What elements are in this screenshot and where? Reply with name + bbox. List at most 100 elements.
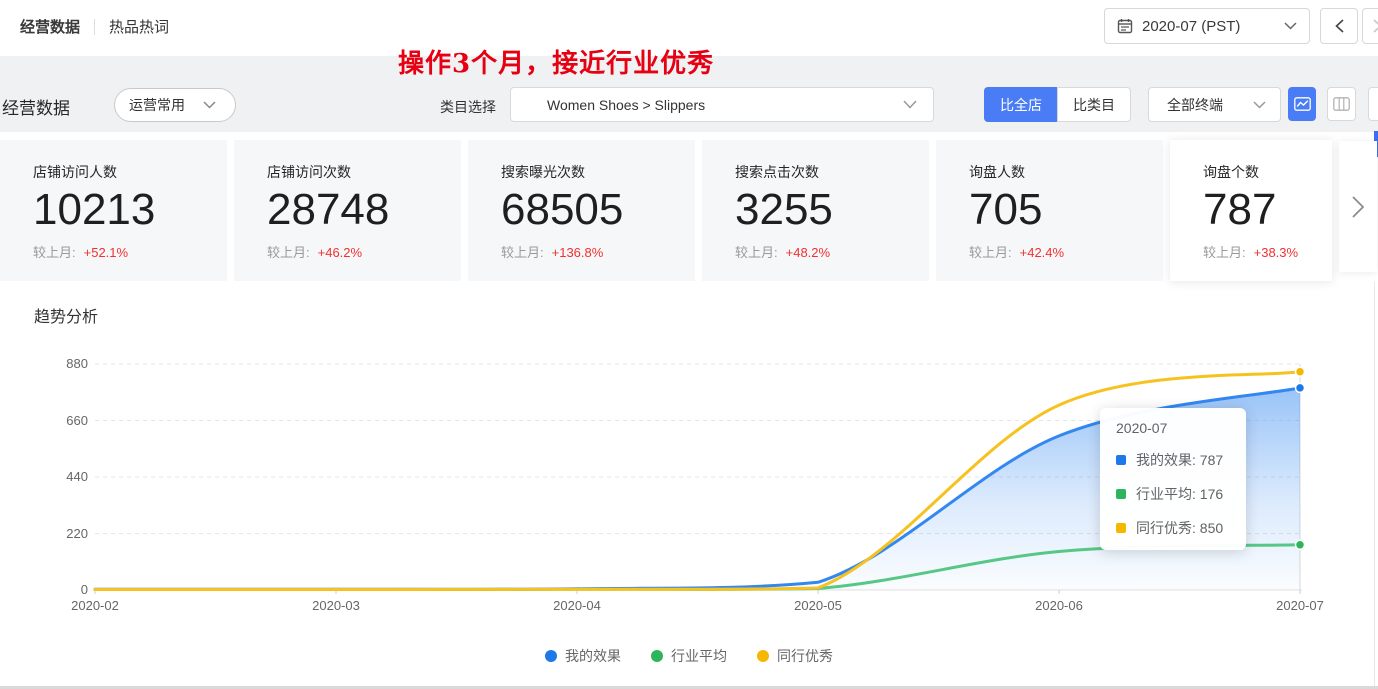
- card-delta-label: 较上月:: [735, 245, 778, 261]
- card-label: 询盘个数: [1203, 164, 1259, 180]
- card-delta-value: +46.2%: [317, 245, 363, 261]
- chevron-down-icon: [1253, 100, 1266, 109]
- date-picker-value: 2020-07 (PST): [1142, 17, 1241, 35]
- tab-business-data[interactable]: 经营数据: [20, 19, 81, 36]
- card-label: 店铺访问次数: [267, 164, 351, 180]
- card-delta-label: 较上月:: [969, 245, 1012, 261]
- table-view-button[interactable]: [1327, 87, 1356, 121]
- card-value: 3255: [735, 185, 833, 234]
- tooltip-row-text: 同行优秀: 850: [1136, 520, 1224, 536]
- category-select-value: Women Shoes > Slippers: [547, 96, 706, 113]
- series-area-myresult: [95, 387, 1300, 590]
- top-bar: 经营数据 热品热词 2020-07 (PST): [0, 0, 1378, 56]
- tooltip-row-text: 行业平均: 176: [1136, 486, 1224, 502]
- compare-category-button[interactable]: 比类目: [1057, 87, 1131, 122]
- tab-hot-items[interactable]: 热品热词: [109, 19, 170, 36]
- legend-dot-icon: [545, 650, 557, 662]
- series-end-dot-industry-avg: [1294, 539, 1306, 551]
- legend-item-industry-avg[interactable]: 行业平均: [651, 646, 727, 666]
- y-tick-label: 880: [66, 356, 88, 371]
- card-delta-label: 较上月:: [267, 245, 310, 261]
- tooltip-row: 行业平均: 176: [1116, 484, 1230, 504]
- terminal-select-value: 全部终端: [1167, 96, 1223, 113]
- compare-store-button[interactable]: 比全店: [984, 87, 1057, 122]
- prev-month-button[interactable]: [1320, 8, 1358, 44]
- card-delta-label: 较上月:: [1203, 245, 1246, 261]
- card-value: 787: [1203, 185, 1277, 234]
- red-annotation-text: 操作3个月，接近行业优秀: [398, 49, 715, 79]
- series-end-dot-peer-excellent: [1294, 366, 1306, 377]
- chart-tooltip: 2020-07 我的效果: 787 行业平均: 176 同行优秀: 850: [1100, 408, 1246, 550]
- next-month-button[interactable]: [1362, 8, 1378, 44]
- chart-title: 趋势分析: [34, 309, 99, 326]
- card-store-visits[interactable]: 店铺访问次数 28748 较上月: +46.2%: [234, 140, 461, 281]
- legend-label: 同行优秀: [777, 648, 833, 664]
- x-tick-label: 2020-04: [553, 598, 601, 613]
- x-tick-label: 2020-05: [794, 598, 842, 613]
- legend-dot-icon: [651, 650, 663, 662]
- card-label: 店铺访问人数: [33, 164, 117, 180]
- chevron-left-icon: [1334, 19, 1344, 33]
- y-tick-label: 220: [66, 525, 88, 541]
- date-picker[interactable]: 2020-07 (PST): [1104, 8, 1310, 44]
- cards-next-button[interactable]: [1339, 141, 1377, 272]
- tooltip-row: 同行优秀: 850: [1116, 518, 1230, 538]
- legend-label: 我的效果: [565, 648, 621, 664]
- legend-item-myresult[interactable]: 我的效果: [545, 646, 621, 666]
- x-tick-label: 2020-02: [71, 598, 119, 613]
- card-label: 搜索点击次数: [735, 164, 819, 180]
- card-store-visitors[interactable]: 店铺访问人数 10213 较上月: +52.1%: [0, 140, 227, 281]
- card-inquiry-count[interactable]: 询盘个数 787 较上月: +38.3%: [1170, 140, 1332, 281]
- metric-cards-row: 店铺访问人数 10213 较上月: +52.1% 店铺访问次数 28748 较上月…: [0, 140, 1378, 281]
- legend-item-peer-excellent[interactable]: 同行优秀: [757, 646, 833, 666]
- card-value: 68505: [501, 185, 624, 234]
- card-delta-value: +48.2%: [785, 245, 831, 261]
- category-select-label: 类目选择: [440, 99, 496, 115]
- card-delta-label: 较上月:: [33, 245, 76, 261]
- card-inquiry-people[interactable]: 询盘人数 705 较上月: +42.4%: [936, 140, 1163, 281]
- calendar-icon: [1117, 19, 1133, 34]
- card-delta-label: 较上月:: [501, 245, 544, 261]
- series-marker-icon: [1116, 489, 1126, 499]
- tab-divider: [94, 18, 96, 35]
- tooltip-row: 我的效果: 787: [1116, 450, 1230, 470]
- y-tick-label: 660: [66, 412, 88, 428]
- chevron-right-icon: [1352, 195, 1364, 218]
- y-tick-label: 440: [66, 469, 88, 484]
- top-tabs: 经营数据 热品热词: [20, 16, 169, 37]
- y-tick-label: 0: [80, 582, 88, 597]
- preset-select[interactable]: 运营常用: [114, 88, 236, 122]
- series-end-dot-myresult: [1294, 382, 1306, 394]
- card-value: 28748: [267, 185, 390, 234]
- card-search-impressions[interactable]: 搜索曝光次数 68505 较上月: +136.8%: [468, 140, 695, 281]
- series-marker-icon: [1116, 523, 1126, 533]
- card-delta-value: +38.3%: [1253, 245, 1299, 261]
- trend-chart[interactable]: [0, 330, 1378, 630]
- chevron-right-icon: [1372, 19, 1378, 33]
- card-delta-value: +136.8%: [551, 245, 604, 261]
- series-marker-icon: [1116, 455, 1126, 465]
- extra-view-button-partial[interactable]: [1368, 87, 1378, 121]
- tooltip-title: 2020-07: [1116, 420, 1168, 436]
- category-select[interactable]: Women Shoes > Slippers: [510, 87, 934, 122]
- x-tick-label: 2020-03: [312, 598, 360, 613]
- preset-select-value: 运营常用: [129, 97, 185, 113]
- compare-toggle: 比全店 比类目: [984, 87, 1131, 122]
- line-chart-icon: [1293, 97, 1311, 111]
- card-label: 搜索曝光次数: [501, 164, 585, 180]
- card-delta-value: +42.4%: [1019, 245, 1065, 261]
- terminal-select[interactable]: 全部终端: [1148, 87, 1281, 122]
- x-tick-label: 2020-07: [1276, 598, 1324, 613]
- section-title: 经营数据: [2, 99, 70, 118]
- legend-label: 行业平均: [671, 648, 727, 664]
- card-delta-value: +52.1%: [83, 245, 129, 261]
- line-chart-view-button[interactable]: [1288, 87, 1316, 121]
- x-tick-label: 2020-06: [1035, 598, 1083, 613]
- card-label: 询盘人数: [969, 164, 1025, 180]
- card-search-clicks[interactable]: 搜索点击次数 3255 较上月: +48.2%: [702, 140, 929, 281]
- chevron-down-icon: [203, 101, 216, 109]
- series-line-peer-excellent: [93, 370, 1302, 592]
- chart-legend: 我的效果 行业平均 同行优秀: [0, 646, 1378, 666]
- tooltip-row-text: 我的效果: 787: [1136, 452, 1224, 468]
- legend-dot-icon: [757, 650, 769, 662]
